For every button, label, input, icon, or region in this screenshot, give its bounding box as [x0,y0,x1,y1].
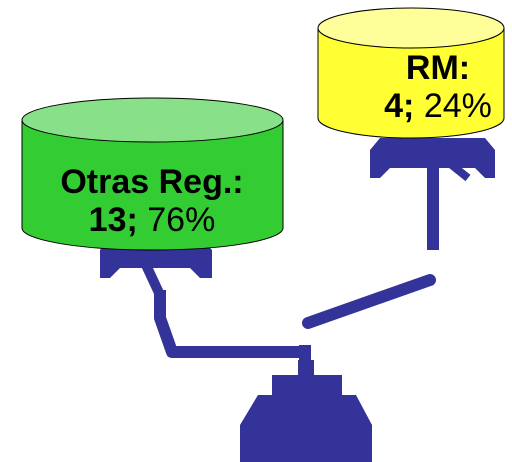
right-arm [308,280,430,323]
left-arm [160,290,305,352]
left-count: 13; [89,201,138,239]
balance-diagram: Otras Reg.: 13; 76% RM: 4; 24% [0,0,512,462]
right-cylinder-top [318,8,504,48]
left-share: 76% [147,201,215,239]
right-value: 4; 24% [384,87,492,125]
left-value: 13; 76% [89,201,216,239]
left-cylinder-top [22,98,283,142]
right-share: 24% [424,87,492,125]
right-count: 4; [384,87,414,125]
left-title: Otras Reg.: [60,163,243,201]
right-title: RM: [406,49,470,87]
